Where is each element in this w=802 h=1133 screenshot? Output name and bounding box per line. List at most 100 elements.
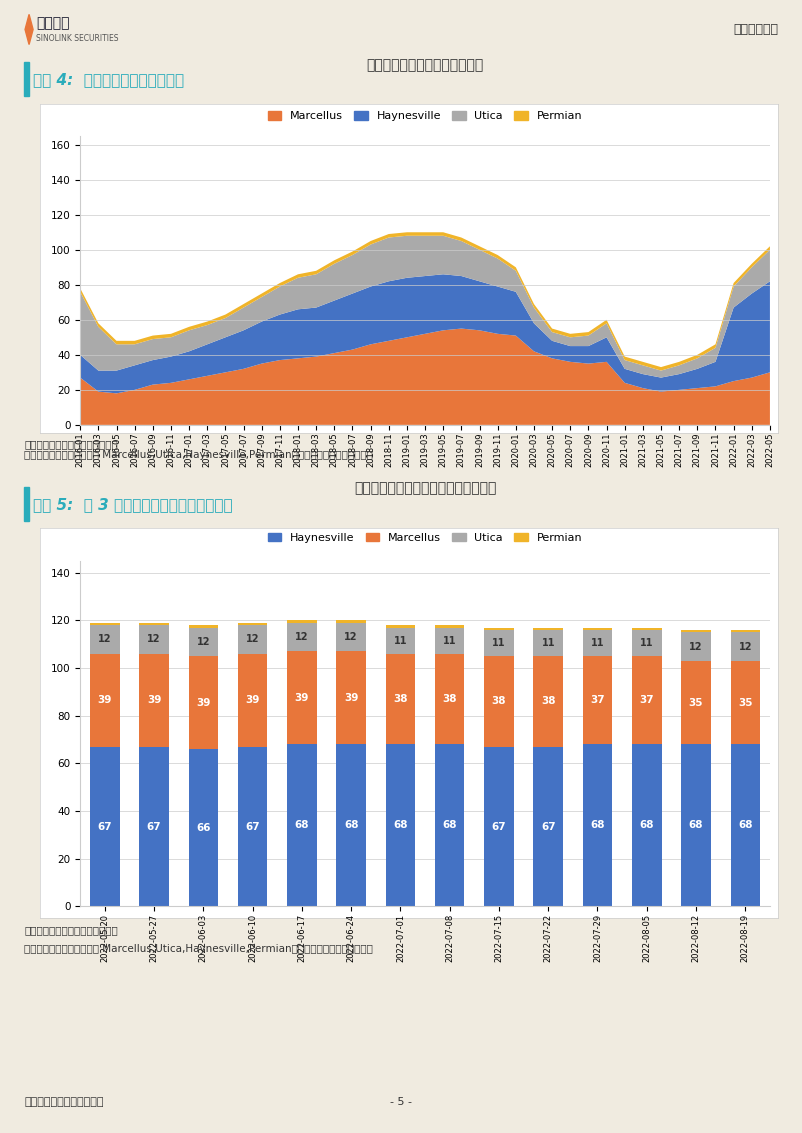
Text: 37: 37 — [590, 696, 605, 705]
Text: 11: 11 — [591, 638, 604, 648]
Text: 12: 12 — [739, 641, 752, 651]
Bar — [336, 623, 366, 651]
Text: 39: 39 — [294, 693, 309, 702]
Text: 12: 12 — [246, 634, 259, 645]
Bar — [336, 744, 366, 906]
Text: 图表 4:  美国核心产区活跃钻机数: 图表 4: 美国核心产区活跃钻机数 — [33, 71, 184, 87]
Text: 12: 12 — [295, 632, 309, 642]
Text: 39: 39 — [98, 696, 112, 705]
Bar — [238, 623, 267, 625]
Bar — [731, 744, 760, 906]
Text: 注：美国天然气核心产区为 Marcellus,Utica,Haynesville,Permian，其余产区均归为非核心产区: 注：美国天然气核心产区为 Marcellus,Utica,Haynesville… — [24, 944, 373, 954]
Bar — [583, 744, 612, 906]
Bar — [24, 62, 29, 96]
Legend: Haynesville, Marcellus, Utica, Permian: Haynesville, Marcellus, Utica, Permian — [264, 528, 586, 547]
Text: 行业深度研究: 行业深度研究 — [733, 23, 778, 36]
Bar — [435, 654, 464, 744]
Bar — [484, 628, 514, 630]
Text: 12: 12 — [689, 641, 703, 651]
Bar — [484, 630, 514, 656]
Text: 67: 67 — [245, 821, 260, 832]
Text: 35: 35 — [738, 698, 752, 708]
Text: 11: 11 — [541, 638, 555, 648]
Bar — [435, 625, 464, 628]
Bar — [140, 625, 169, 654]
Bar — [140, 747, 169, 906]
Bar — [731, 630, 760, 632]
Bar — [287, 621, 317, 623]
Text: 38: 38 — [541, 697, 556, 707]
Bar — [681, 630, 711, 632]
Bar — [336, 621, 366, 623]
Bar — [681, 632, 711, 661]
Bar — [681, 661, 711, 744]
Bar — [188, 628, 218, 656]
Bar — [188, 656, 218, 749]
Text: 11: 11 — [640, 638, 654, 648]
Bar — [140, 654, 169, 747]
Bar — [386, 744, 415, 906]
Bar — [435, 744, 464, 906]
Bar — [435, 628, 464, 654]
Bar — [632, 656, 662, 744]
Bar — [238, 625, 267, 654]
Bar — [731, 632, 760, 661]
Bar — [287, 744, 317, 906]
Text: 68: 68 — [639, 820, 654, 830]
Bar — [533, 747, 563, 906]
Text: 注：美国天然气核心产区为 Marcellus,Utica,Haynesville,Permian，其余产区均归为非核心产区: 注：美国天然气核心产区为 Marcellus,Utica,Haynesville… — [24, 450, 373, 460]
Bar — [484, 747, 514, 906]
Text: 68: 68 — [294, 820, 309, 830]
Bar — [533, 656, 563, 747]
Bar — [386, 654, 415, 744]
Text: 68: 68 — [443, 820, 457, 830]
Bar — [287, 623, 317, 651]
Text: 38: 38 — [393, 695, 407, 704]
Text: 39: 39 — [245, 696, 260, 705]
Text: 11: 11 — [394, 636, 407, 646]
Bar — [90, 747, 119, 906]
Bar — [632, 744, 662, 906]
Bar — [533, 628, 563, 630]
Bar — [24, 487, 29, 521]
Text: 来源：贝克休斯，国金证券研究所: 来源：贝克休斯，国金证券研究所 — [24, 440, 118, 450]
Bar — [140, 623, 169, 625]
Bar — [583, 628, 612, 630]
Legend: Marcellus, Haynesville, Utica, Permian: Marcellus, Haynesville, Utica, Permian — [264, 107, 586, 126]
Text: 12: 12 — [148, 634, 161, 645]
Polygon shape — [25, 15, 33, 44]
Text: 图表 5:  近 3 个月美国核心产区活跃钻机数: 图表 5: 近 3 个月美国核心产区活跃钻机数 — [33, 496, 233, 512]
Bar — [336, 651, 366, 744]
Bar — [583, 630, 612, 656]
Text: 38: 38 — [443, 695, 457, 704]
Bar — [632, 628, 662, 630]
Bar — [287, 651, 317, 744]
Text: 37: 37 — [639, 696, 654, 705]
Bar — [386, 628, 415, 654]
Text: 11: 11 — [492, 638, 506, 648]
Bar — [238, 654, 267, 747]
Text: 国金证券: 国金证券 — [36, 16, 70, 29]
Bar — [632, 630, 662, 656]
Bar — [386, 625, 415, 628]
Text: 敬请参阅最后一页特别声明: 敬请参阅最后一页特别声明 — [24, 1098, 103, 1107]
Bar — [681, 744, 711, 906]
Bar — [90, 654, 119, 747]
Text: 38: 38 — [492, 697, 506, 707]
Text: 67: 67 — [147, 821, 161, 832]
Text: 11: 11 — [443, 636, 456, 646]
Text: 68: 68 — [590, 820, 605, 830]
Bar — [188, 625, 218, 628]
Text: 12: 12 — [98, 634, 111, 645]
Text: 39: 39 — [147, 696, 161, 705]
Bar — [484, 656, 514, 747]
Text: 66: 66 — [196, 823, 211, 833]
Bar — [238, 747, 267, 906]
Bar — [731, 661, 760, 744]
Text: 美国核心页岩气产区活跃钻机数: 美国核心页岩气产区活跃钻机数 — [367, 59, 484, 73]
Text: - 5 -: - 5 - — [390, 1098, 412, 1107]
Text: 68: 68 — [393, 820, 407, 830]
Text: 67: 67 — [98, 821, 112, 832]
Text: 35: 35 — [689, 698, 703, 708]
Bar — [90, 625, 119, 654]
